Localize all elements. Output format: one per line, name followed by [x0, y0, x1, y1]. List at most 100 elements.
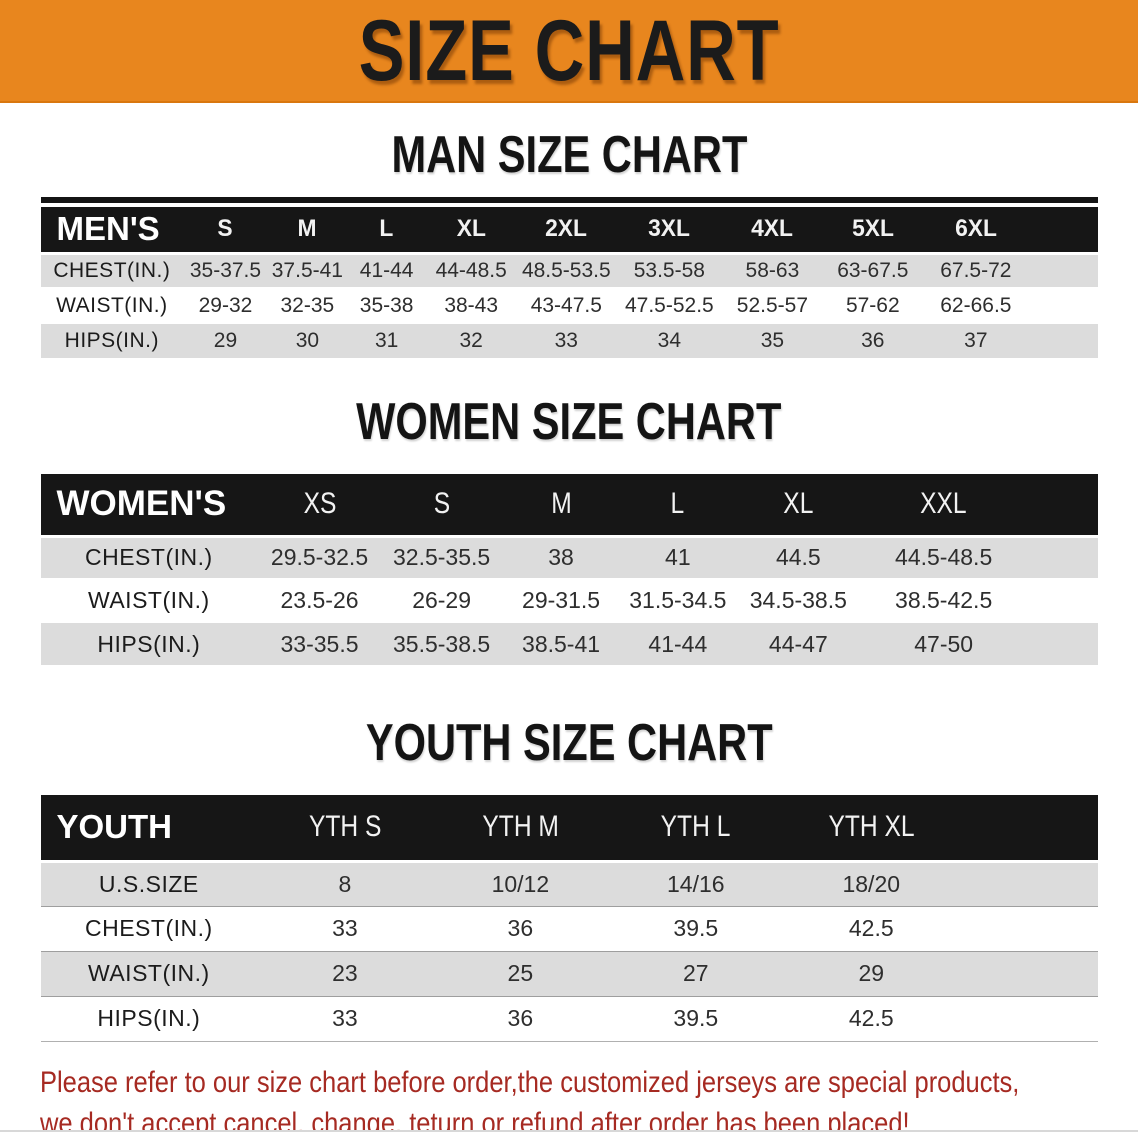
- column-header: YTH S: [257, 795, 432, 861]
- title-banner: SIZE CHART: [0, 0, 1138, 103]
- table-title-label: WOMEN'S: [56, 484, 227, 524]
- column-header-label: S: [217, 215, 234, 243]
- column-header-label: L: [379, 215, 394, 243]
- row-label: HIPS(IN.): [64, 329, 160, 352]
- table-row: CHEST(IN.) 29.5-32.5 32.5-35.5 38 41 44.5 44.5…: [40, 536, 1098, 579]
- size-value: 32: [459, 329, 483, 352]
- women-section-heading-wrap: WOMEN SIZE CHART: [0, 396, 1138, 448]
- column-header-label: 5XL: [851, 215, 894, 243]
- column-header: S: [183, 207, 268, 253]
- spacer-cell: [959, 795, 1098, 861]
- size-value: 67.5-72: [940, 258, 1012, 282]
- size-value: 18/20: [842, 870, 901, 897]
- size-value: 36: [507, 1005, 534, 1031]
- women-table-wrap: WOMEN'S XS S M L XL XXL CHEST(IN.) 29.5-32.5 32.5…: [40, 474, 1098, 665]
- column-header: XXL: [862, 474, 1026, 536]
- size-value: 53.5-58: [633, 258, 705, 282]
- size-value: 35: [760, 329, 785, 352]
- size-value: 29-31.5: [522, 587, 601, 613]
- column-header-label: XL: [456, 215, 486, 243]
- row-label: HIPS(IN.): [97, 1005, 201, 1031]
- men-table-wrap: MEN'S S M L XL 2XL 3XL 4XL 5XL 6XL CHEST(IN.) 35-37…: [40, 197, 1098, 358]
- column-header: 5XL: [823, 207, 923, 253]
- column-header: 4XL: [722, 207, 822, 253]
- table-title: WOMEN'S: [41, 474, 258, 536]
- column-header-label: XXL: [920, 487, 967, 521]
- size-value: 42.5: [848, 915, 894, 941]
- column-header: XL: [735, 474, 862, 536]
- women-section: WOMEN SIZE CHART WOMEN'S XS S M L XL XXL CHEST(…: [0, 396, 1138, 665]
- spacer-cell: [959, 951, 1098, 996]
- size-value: 44-47: [768, 630, 828, 657]
- spacer-cell: [1026, 622, 1098, 665]
- spacer-cell: [1029, 207, 1098, 253]
- column-header: 6XL: [923, 207, 1029, 253]
- column-header: 2XL: [516, 207, 616, 253]
- size-value: 38.5-42.5: [895, 587, 993, 613]
- table-row: WAIST(IN.) 29-32 32-35 35-38 38-43 43-47.5 47.…: [40, 288, 1098, 323]
- size-value: 48.5-53.5: [521, 258, 611, 282]
- column-header-label: 3XL: [648, 215, 691, 243]
- size-value: 47.5-52.5: [624, 293, 714, 317]
- size-value: 34.5-38.5: [749, 587, 847, 613]
- spacer-cell: [1029, 288, 1098, 323]
- column-header: YTH L: [608, 795, 783, 861]
- column-header: YTH XL: [784, 795, 959, 861]
- column-header-label: S: [433, 487, 450, 521]
- size-value: 33: [554, 329, 578, 352]
- table-header-row: WOMEN'S XS S M L XL XXL: [40, 474, 1098, 536]
- table-title: MEN'S: [41, 207, 184, 253]
- size-value: 52.5-57: [736, 293, 809, 317]
- size-value: 38: [548, 544, 574, 571]
- row-label: U.S.SIZE: [98, 870, 199, 897]
- size-value: 42.5: [848, 1005, 894, 1031]
- men-size-table: MEN'S S M L XL 2XL 3XL 4XL 5XL 6XL CHEST(IN.) 35-37…: [40, 207, 1098, 358]
- row-label: CHEST(IN.): [85, 544, 213, 571]
- column-header: XL: [426, 207, 516, 253]
- size-value: 29.5-32.5: [270, 544, 369, 571]
- size-value: 32-35: [280, 293, 335, 317]
- size-value: 14/16: [667, 870, 725, 897]
- men-section-heading: MAN SIZE CHART: [391, 126, 747, 184]
- disclaimer-line-2: we don't accept cancel, change, teturn o…: [40, 1106, 910, 1132]
- size-value: 35-37.5: [189, 258, 262, 282]
- size-value: 35-38: [359, 293, 414, 317]
- column-header-label: YTH S: [308, 810, 382, 844]
- spacer-cell: [1026, 536, 1098, 579]
- table-row: WAIST(IN.) 23.5-26 26-29 29-31.5 31.5-34.5 34…: [40, 579, 1098, 622]
- size-value: 41-44: [648, 630, 708, 657]
- size-value: 47-50: [914, 630, 974, 657]
- size-value: 39.5: [673, 1005, 719, 1031]
- table-row: HIPS(IN.) 29 30 31 32 33 34 35 36 37: [40, 323, 1098, 358]
- row-label: CHEST(IN.): [53, 258, 171, 282]
- size-value: 10/12: [491, 870, 550, 897]
- size-value: 37: [964, 329, 988, 352]
- spacer-cell: [1026, 579, 1098, 622]
- size-value: 31: [374, 329, 399, 352]
- youth-table-wrap: YOUTH YTH S YTH M YTH L YTH XL U.S.SIZE 8 10/12…: [40, 795, 1098, 1042]
- table-title-label: YOUTH: [56, 808, 173, 846]
- size-value: 44.5-48.5: [895, 544, 993, 571]
- column-header-label: 6XL: [954, 215, 997, 243]
- size-value: 30: [295, 329, 320, 352]
- disclaimer-line-1: Please refer to our size chart before or…: [40, 1065, 1020, 1099]
- youth-section: YOUTH SIZE CHART YOUTH YTH S YTH M YTH L YTH…: [0, 717, 1138, 1042]
- size-value: 37.5-41: [271, 258, 343, 282]
- size-value: 34: [657, 329, 682, 352]
- size-value: 29: [213, 329, 238, 352]
- table-row: U.S.SIZE 8 10/12 14/16 18/20: [40, 861, 1098, 906]
- column-header-label: L: [670, 487, 685, 521]
- table-title: YOUTH: [41, 795, 258, 861]
- size-value: 35.5-38.5: [393, 630, 491, 657]
- column-header: M: [268, 207, 347, 253]
- size-value: 31.5-34.5: [629, 587, 727, 613]
- column-header-label: M: [297, 215, 317, 243]
- column-header: L: [347, 207, 426, 253]
- spacer-cell: [1026, 474, 1098, 536]
- row-label: CHEST(IN.): [85, 915, 213, 941]
- table-header-row: MEN'S S M L XL 2XL 3XL 4XL 5XL 6XL: [40, 207, 1098, 253]
- size-value: 63-67.5: [837, 258, 909, 282]
- column-header-label: YTH XL: [828, 810, 915, 844]
- row-label: WAIST(IN.): [87, 960, 210, 986]
